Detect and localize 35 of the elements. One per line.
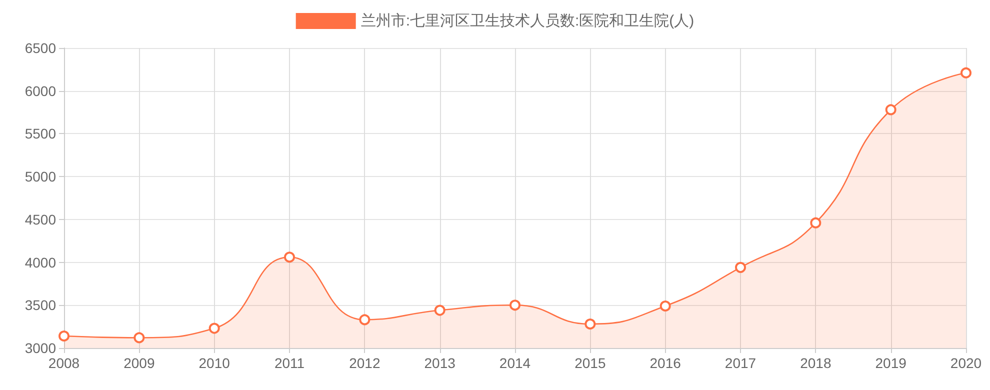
x-tick-label: 2010 — [198, 355, 230, 371]
y-tick-label: 3500 — [24, 297, 56, 314]
x-tick-label: 2019 — [875, 355, 907, 371]
y-tick-label: 4500 — [24, 211, 56, 228]
x-tick-label: 2011 — [274, 355, 305, 371]
x-tick-label: 2013 — [424, 355, 456, 371]
x-tick-label: 2012 — [349, 355, 380, 371]
x-tick-label: 2008 — [48, 355, 80, 371]
y-tick-label: 4000 — [24, 254, 56, 270]
y-tick-label: 3000 — [24, 340, 56, 356]
point — [735, 262, 746, 273]
x-tick-label: 2014 — [499, 355, 531, 371]
point — [208, 322, 220, 334]
x-tick-label: 2017 — [724, 355, 756, 371]
point — [434, 304, 446, 316]
point — [58, 330, 70, 342]
x-tick-label: 2016 — [650, 355, 682, 371]
x-tick-label: 2018 — [800, 355, 832, 371]
x-tick-label: 2009 — [124, 355, 155, 371]
y-tick-label: 6500 — [24, 40, 56, 56]
x-tick-label: 2015 — [574, 355, 606, 371]
point — [660, 300, 671, 312]
y-tick-label: 6000 — [24, 82, 56, 99]
point — [885, 104, 896, 116]
legend-label: 兰州市:七里河区卫生技术人员数:医院和卫生院(人) — [360, 12, 694, 30]
point — [584, 318, 596, 330]
x-tick-label: 2020 — [950, 355, 982, 371]
point — [960, 67, 972, 78]
point — [810, 217, 822, 228]
point — [134, 332, 145, 344]
point — [359, 314, 370, 326]
point — [284, 252, 295, 263]
y-tick-label: 5000 — [24, 168, 56, 185]
y-tick-label: 5500 — [24, 126, 56, 142]
point — [510, 300, 520, 311]
